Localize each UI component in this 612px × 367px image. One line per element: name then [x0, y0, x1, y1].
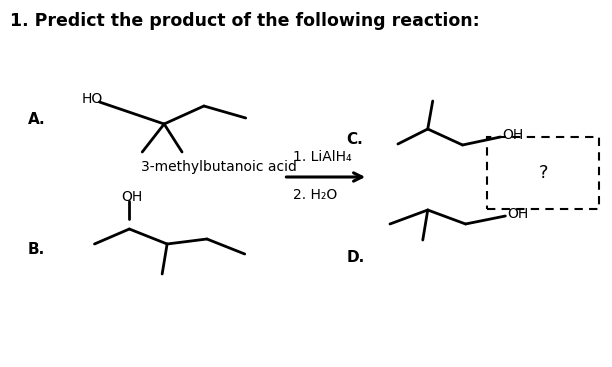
- Text: B.: B.: [28, 241, 45, 257]
- Text: A.: A.: [28, 112, 45, 127]
- Text: 2. H₂O: 2. H₂O: [294, 188, 338, 202]
- Text: ?: ?: [539, 164, 548, 182]
- Text: 1. Predict the product of the following reaction:: 1. Predict the product of the following …: [10, 12, 480, 30]
- Text: 3-methylbutanoic acid: 3-methylbutanoic acid: [141, 160, 297, 174]
- Text: 1. LiAlH₄: 1. LiAlH₄: [294, 150, 352, 164]
- Text: OH: OH: [121, 190, 143, 204]
- Text: D.: D.: [346, 250, 364, 265]
- Text: OH: OH: [502, 128, 524, 142]
- Text: C.: C.: [346, 131, 363, 146]
- Text: HO: HO: [81, 92, 103, 106]
- Text: OH: OH: [507, 207, 529, 221]
